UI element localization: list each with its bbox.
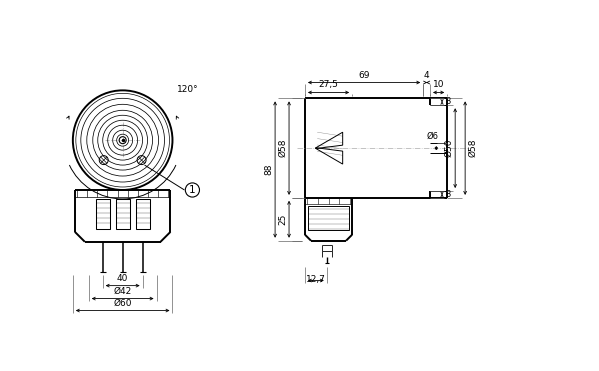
Text: 69: 69 [358,70,370,79]
Text: 10: 10 [433,81,444,89]
Bar [308,206,349,230]
Text: 120°: 120° [177,85,198,94]
Text: 1: 1 [189,185,196,195]
Text: 3: 3 [445,190,450,199]
Bar [135,199,150,229]
Text: Ø58: Ø58 [468,139,477,157]
Text: Ø6: Ø6 [426,132,438,141]
Bar [96,199,110,229]
Text: 25: 25 [278,214,287,225]
Text: Ø58: Ø58 [278,139,287,157]
Text: Ø50: Ø50 [444,139,453,157]
Text: Ø60: Ø60 [113,299,132,308]
Text: Ø42: Ø42 [114,286,132,296]
Text: 40: 40 [117,274,128,283]
Bar [116,199,129,229]
Text: 3: 3 [445,97,450,106]
Text: 12,7: 12,7 [306,275,326,283]
Text: 4: 4 [424,70,429,79]
Text: 27,5: 27,5 [319,81,338,89]
Text: 88: 88 [264,164,273,175]
